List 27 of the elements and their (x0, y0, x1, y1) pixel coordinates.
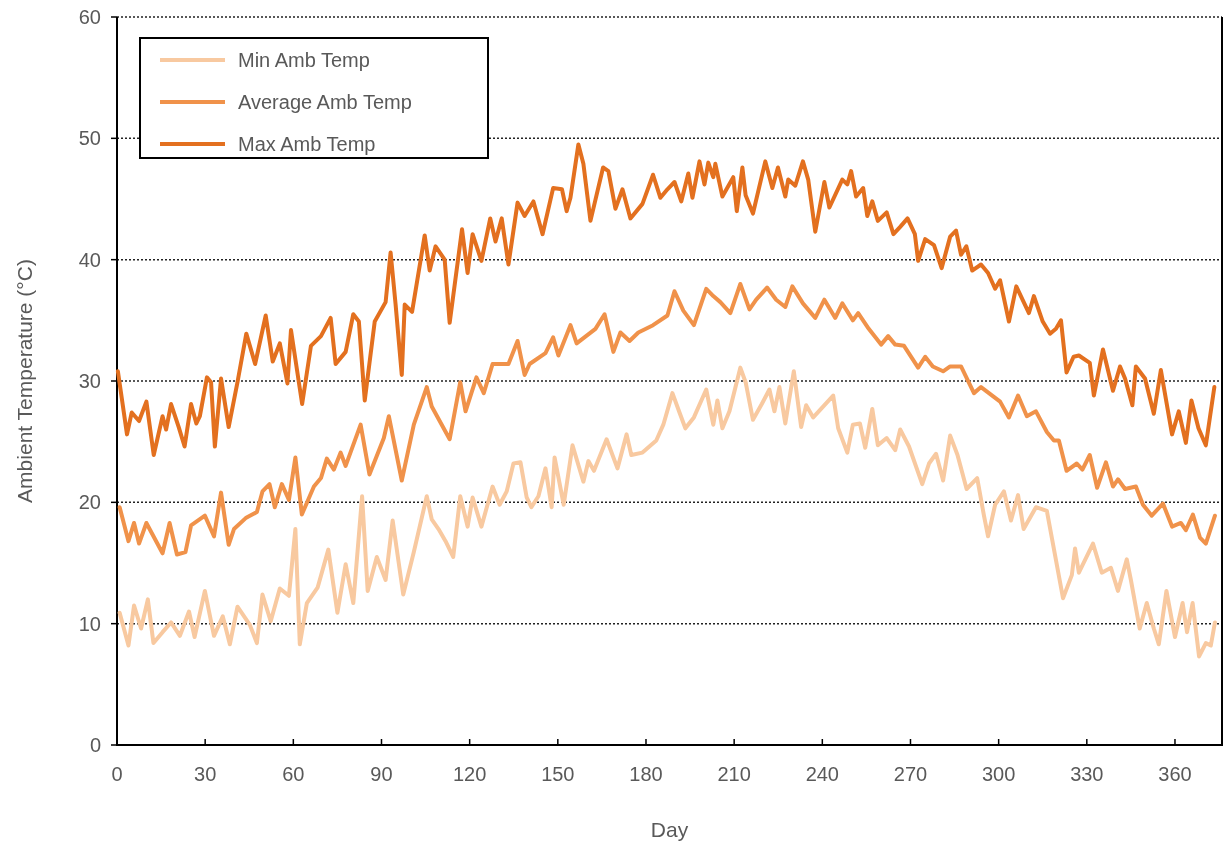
legend-label: Min Amb Temp (238, 49, 370, 71)
x-tick-label: 90 (370, 763, 393, 785)
x-tick-label: 60 (282, 763, 305, 785)
x-tick-label: 0 (111, 763, 123, 785)
y-tick-label: 20 (78, 491, 101, 514)
x-tick-label: 150 (541, 763, 575, 785)
legend-label: Max Amb Temp (238, 133, 376, 155)
x-tick-label: 300 (981, 763, 1016, 785)
x-tick-label: 330 (1070, 763, 1104, 785)
line-series (117, 281, 1217, 557)
y-axis-title: Ambient Temperature (°C) (13, 259, 36, 503)
x-tick-label: 210 (717, 763, 751, 785)
x-tick-label: 180 (629, 763, 663, 785)
y-tick-label: 40 (78, 248, 101, 271)
y-tick-label: 10 (78, 612, 101, 635)
y-tick-label: 50 (78, 127, 101, 150)
y-tick-label: 30 (78, 370, 101, 392)
x-tick-label: 120 (452, 763, 487, 785)
line-series (117, 365, 1217, 659)
x-tick-label: 240 (805, 763, 840, 785)
x-tick-label: 270 (893, 763, 928, 785)
x-axis-title: Day (650, 818, 689, 841)
y-tick-label: 60 (78, 6, 101, 28)
y-tick-label: 0 (89, 734, 101, 756)
x-tick-label: 30 (194, 763, 217, 785)
legend-label: Average Amb Temp (238, 91, 412, 113)
x-tick-label: 360 (1158, 763, 1192, 785)
